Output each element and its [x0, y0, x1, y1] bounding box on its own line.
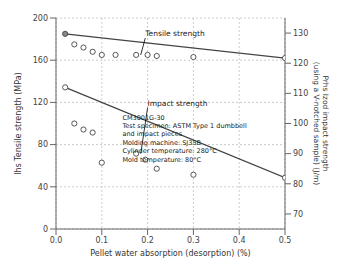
svg-text:0.0: 0.0: [50, 236, 63, 245]
svg-text:0.4: 0.4: [233, 236, 246, 245]
svg-text:0.3: 0.3: [187, 236, 200, 245]
svg-text:Pellet water absorption (desor: Pellet water absorption (desorption) (%): [90, 249, 251, 258]
svg-text:0.2: 0.2: [141, 236, 154, 245]
svg-text:lhs Tensile strength (MPa): lhs Tensile strength (MPa): [14, 72, 23, 174]
svg-text:110: 110: [293, 89, 308, 98]
svg-text:120: 120: [293, 59, 308, 68]
svg-text:0: 0: [43, 225, 48, 234]
svg-text:Impact strength: Impact strength: [148, 99, 208, 108]
svg-text:40: 40: [38, 183, 48, 192]
svg-text:160: 160: [33, 56, 48, 65]
svg-text:200: 200: [33, 14, 48, 23]
svg-text:70: 70: [293, 210, 303, 219]
svg-text:0.5: 0.5: [279, 236, 292, 245]
svg-text:120: 120: [33, 98, 48, 107]
svg-text:80: 80: [38, 140, 48, 149]
svg-text:Tensile strength: Tensile strength: [144, 29, 205, 38]
svg-text:0.1: 0.1: [95, 236, 108, 245]
svg-text:100: 100: [293, 119, 308, 128]
svg-text:Prhs Izod impact strength(usin: Prhs Izod impact strength(using a V-notc…: [312, 62, 330, 185]
svg-text:130: 130: [293, 29, 308, 38]
svg-text:CM3001G-30Test specimen: ASTM: CM3001G-30Test specimen: ASTM Type 1 dum…: [121, 114, 247, 164]
svg-text:90: 90: [293, 149, 303, 158]
svg-text:80: 80: [293, 180, 303, 189]
